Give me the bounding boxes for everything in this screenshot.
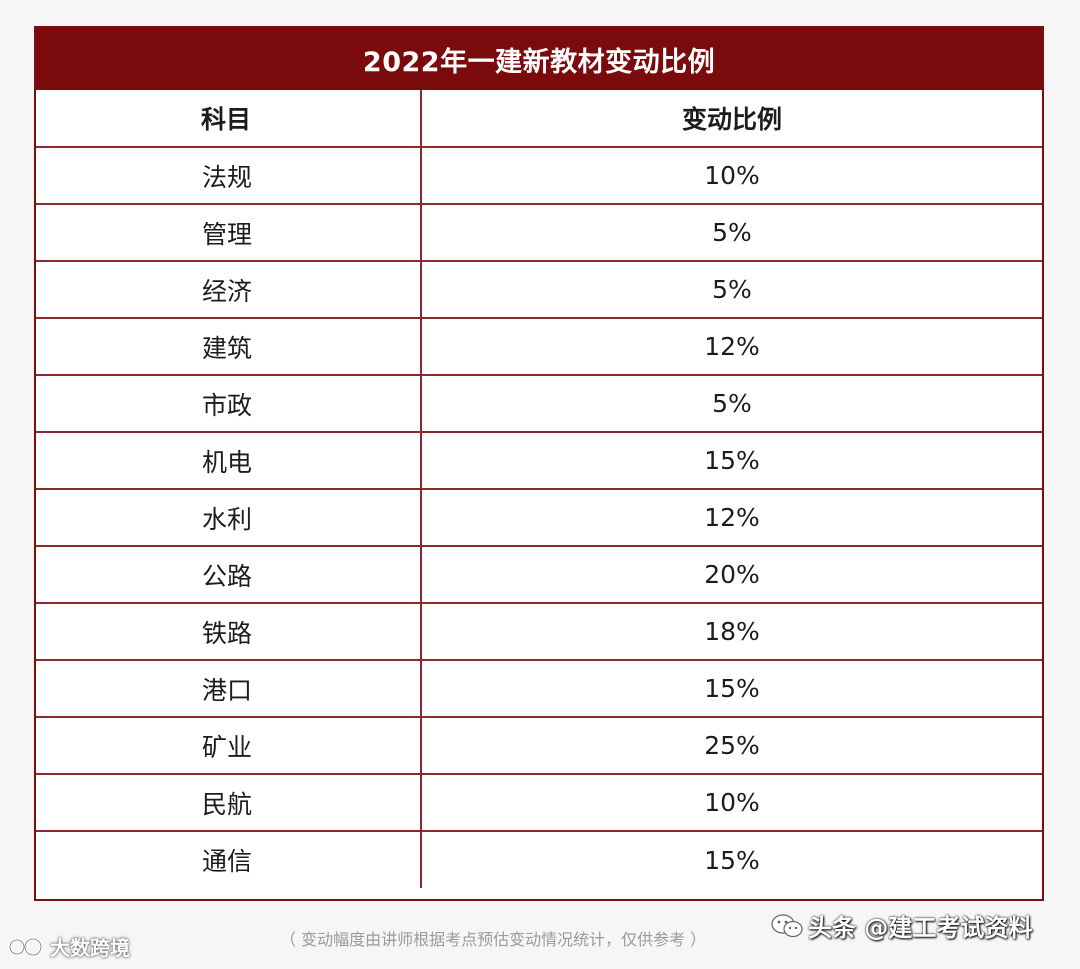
table-row: 经济 5% [36, 260, 1042, 319]
watermark-left-text: 大数跨境 [50, 936, 130, 960]
row-subject: 机电 [36, 431, 422, 490]
row-ratio: 12% [420, 488, 1042, 547]
row-ratio: 18% [420, 602, 1042, 661]
wechat-icon [771, 913, 803, 937]
row-subject: 公路 [36, 545, 422, 604]
row-subject: 市政 [36, 374, 422, 433]
row-ratio: 5% [420, 260, 1042, 319]
ratio-table: 科目 变动比例 法规 10% 管理 5% 经济 5% 建筑 12% 市政 5% 机电 15% 水利 12%… [36, 90, 1042, 888]
table-row: 机电 15% [36, 431, 1042, 490]
row-subject: 经济 [36, 260, 422, 319]
footnote: （ 变动幅度由讲师根据考点预估变动情况统计，仅供参考 ） [280, 930, 707, 949]
table-row: 水利 12% [36, 488, 1042, 547]
row-subject: 通信 [36, 830, 422, 888]
row-ratio: 15% [420, 659, 1042, 718]
row-ratio: 10% [420, 773, 1042, 832]
row-ratio: 15% [420, 431, 1042, 490]
table-row: 民航 10% [36, 773, 1042, 832]
header-ratio: 变动比例 [420, 90, 1042, 148]
row-subject: 水利 [36, 488, 422, 547]
row-subject: 民航 [36, 773, 422, 832]
row-ratio: 5% [420, 374, 1042, 433]
row-ratio: 5% [420, 203, 1042, 262]
row-ratio: 15% [420, 830, 1042, 888]
table-row: 矿业 25% [36, 716, 1042, 775]
table-row: 通信 15% [36, 830, 1042, 888]
table-row: 管理 5% [36, 203, 1042, 262]
row-ratio: 10% [420, 146, 1042, 205]
row-ratio: 20% [420, 545, 1042, 604]
watermark-right: 头条 @建工考试资料 [770, 908, 1032, 943]
brand-logo-icon [8, 937, 43, 956]
table-row: 港口 15% [36, 659, 1042, 718]
table-row: 建筑 12% [36, 317, 1042, 376]
table-row: 公路 20% [36, 545, 1042, 604]
row-subject: 管理 [36, 203, 422, 262]
table-row: 市政 5% [36, 374, 1042, 433]
row-ratio: 25% [420, 716, 1042, 775]
ratio-table-card: 2022年一建新教材变动比例 科目 变动比例 法规 10% 管理 5% 经济 5% 建筑 12… [34, 26, 1044, 901]
row-subject: 法规 [36, 146, 422, 205]
table-header-row: 科目 变动比例 [36, 90, 1042, 148]
row-subject: 建筑 [36, 317, 422, 376]
row-subject: 铁路 [36, 602, 422, 661]
watermark-left: 大数跨境 [8, 932, 130, 961]
table-row: 铁路 18% [36, 602, 1042, 661]
header-subject: 科目 [36, 90, 422, 148]
table-title: 2022年一建新教材变动比例 [36, 28, 1042, 90]
row-ratio: 12% [420, 317, 1042, 376]
row-subject: 港口 [36, 659, 422, 718]
watermark-right-text: 头条 @建工考试资料 [808, 914, 1033, 942]
table-row: 法规 10% [36, 146, 1042, 205]
row-subject: 矿业 [36, 716, 422, 775]
